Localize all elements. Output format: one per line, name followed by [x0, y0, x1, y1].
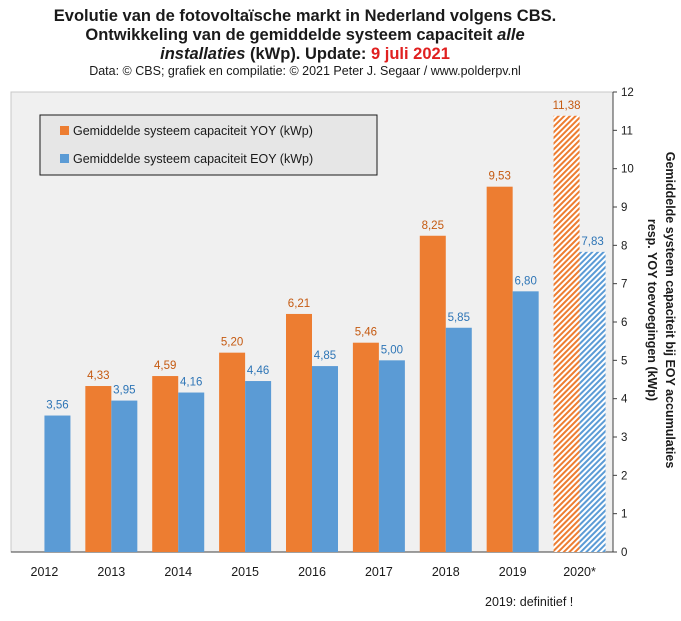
footnote: 2019: definitief !	[485, 595, 574, 609]
x-tick-label: 2015	[231, 565, 259, 579]
y-tick-label: 3	[621, 432, 627, 444]
y-tick-label: 1	[621, 509, 627, 521]
x-tick-label: 2020*	[563, 565, 596, 579]
legend-label: Gemiddelde systeem capaciteit EOY (kWp)	[73, 152, 313, 166]
bar-eoy	[312, 366, 338, 552]
legend-box	[39, 114, 378, 176]
y-tick-label: 4	[621, 394, 628, 406]
x-tick-label: 2013	[97, 565, 125, 579]
x-tick-label: 2018	[432, 565, 460, 579]
chart-title-line2: Ontwikkeling van de gemiddelde systeem c…	[0, 25, 610, 45]
x-tick-label: 2014	[164, 565, 192, 579]
data-label-yoy: 6,21	[288, 298, 310, 310]
data-label-eoy: 5,00	[381, 344, 403, 356]
y-tick-label: 12	[621, 87, 634, 99]
title-line3-emphasis: installaties	[160, 45, 246, 63]
y-axis-title-line2: resp. YOY toevoegingen (kWp)	[645, 219, 659, 401]
data-label-eoy: 4,46	[247, 365, 269, 377]
data-label-eoy: 4,16	[180, 377, 202, 389]
data-label-yoy: 5,20	[221, 337, 243, 349]
y-tick-label: 6	[621, 317, 627, 329]
bar-yoy	[553, 115, 580, 553]
x-tick-label: 2012	[31, 565, 59, 579]
chart-title-line1: Evolutie van de fotovoltaïsche markt in …	[53, 7, 557, 25]
data-label-eoy: 3,95	[113, 385, 135, 397]
bar-eoy	[44, 415, 71, 552]
data-label-eoy: 4,85	[314, 350, 336, 362]
bar-eoy	[378, 360, 405, 552]
bar-yoy	[352, 342, 379, 552]
chart-title-line3: installaties (kWp). Update: 9 juli 2021	[0, 44, 610, 64]
data-label-yoy: 4,33	[87, 370, 109, 382]
data-label-yoy: 11,38	[553, 100, 581, 112]
data-label-yoy: 5,46	[355, 327, 377, 339]
bar-yoy	[85, 386, 112, 552]
bar-yoy	[419, 235, 446, 552]
bar-eoy	[579, 251, 606, 552]
bar-eoy	[512, 291, 539, 552]
data-label-yoy: 8,25	[422, 220, 444, 232]
data-label-eoy: 7,83	[581, 236, 603, 248]
legend-label: Gemiddelde systeem capaciteit YOY (kWp)	[73, 124, 313, 138]
y-tick-label: 7	[621, 279, 627, 291]
title-line3-text: (kWp). Update:	[245, 45, 371, 63]
data-label-eoy: 3,56	[46, 400, 68, 412]
legend-swatch	[60, 154, 69, 163]
update-date: 9 juli 2021	[370, 45, 450, 63]
bar-yoy	[219, 352, 246, 552]
bar-yoy	[286, 313, 312, 552]
bar-eoy	[111, 400, 138, 552]
data-label-yoy: 4,59	[154, 360, 176, 372]
x-tick-label: 2016	[298, 565, 326, 579]
chart-credits: Data: © CBS; grafiek en compilatie: © 20…	[89, 64, 521, 78]
bar-eoy	[178, 392, 205, 552]
y-tick-label: 2	[621, 470, 627, 482]
bar-yoy	[486, 186, 513, 552]
x-tick-label: 2017	[365, 565, 393, 579]
y-tick-label: 11	[621, 125, 633, 137]
y-tick-label: 0	[621, 547, 627, 559]
y-tick-label: 5	[621, 355, 627, 367]
x-tick-label: 2019	[499, 565, 527, 579]
legend: Gemiddelde systeem capaciteit YOY (kWp) G…	[39, 114, 378, 176]
legend-swatch	[60, 126, 69, 135]
y-tick-label: 10	[621, 164, 634, 176]
title-line2-text: Ontwikkeling van de gemiddelde systeem c…	[85, 26, 498, 44]
data-label-yoy: 9,53	[488, 171, 510, 183]
bar-yoy	[152, 376, 179, 552]
y-axis-title-line1: Gemiddelde systeem capaciteit bij EOY ac…	[663, 152, 677, 469]
bar-eoy	[245, 381, 272, 552]
y-tick-label: 9	[621, 202, 627, 214]
y-tick-label: 8	[621, 240, 627, 252]
data-label-eoy: 5,85	[448, 312, 470, 324]
bar-eoy	[445, 327, 472, 552]
data-label-eoy: 6,80	[514, 275, 536, 287]
title-line2-emphasis: alle	[497, 26, 525, 44]
